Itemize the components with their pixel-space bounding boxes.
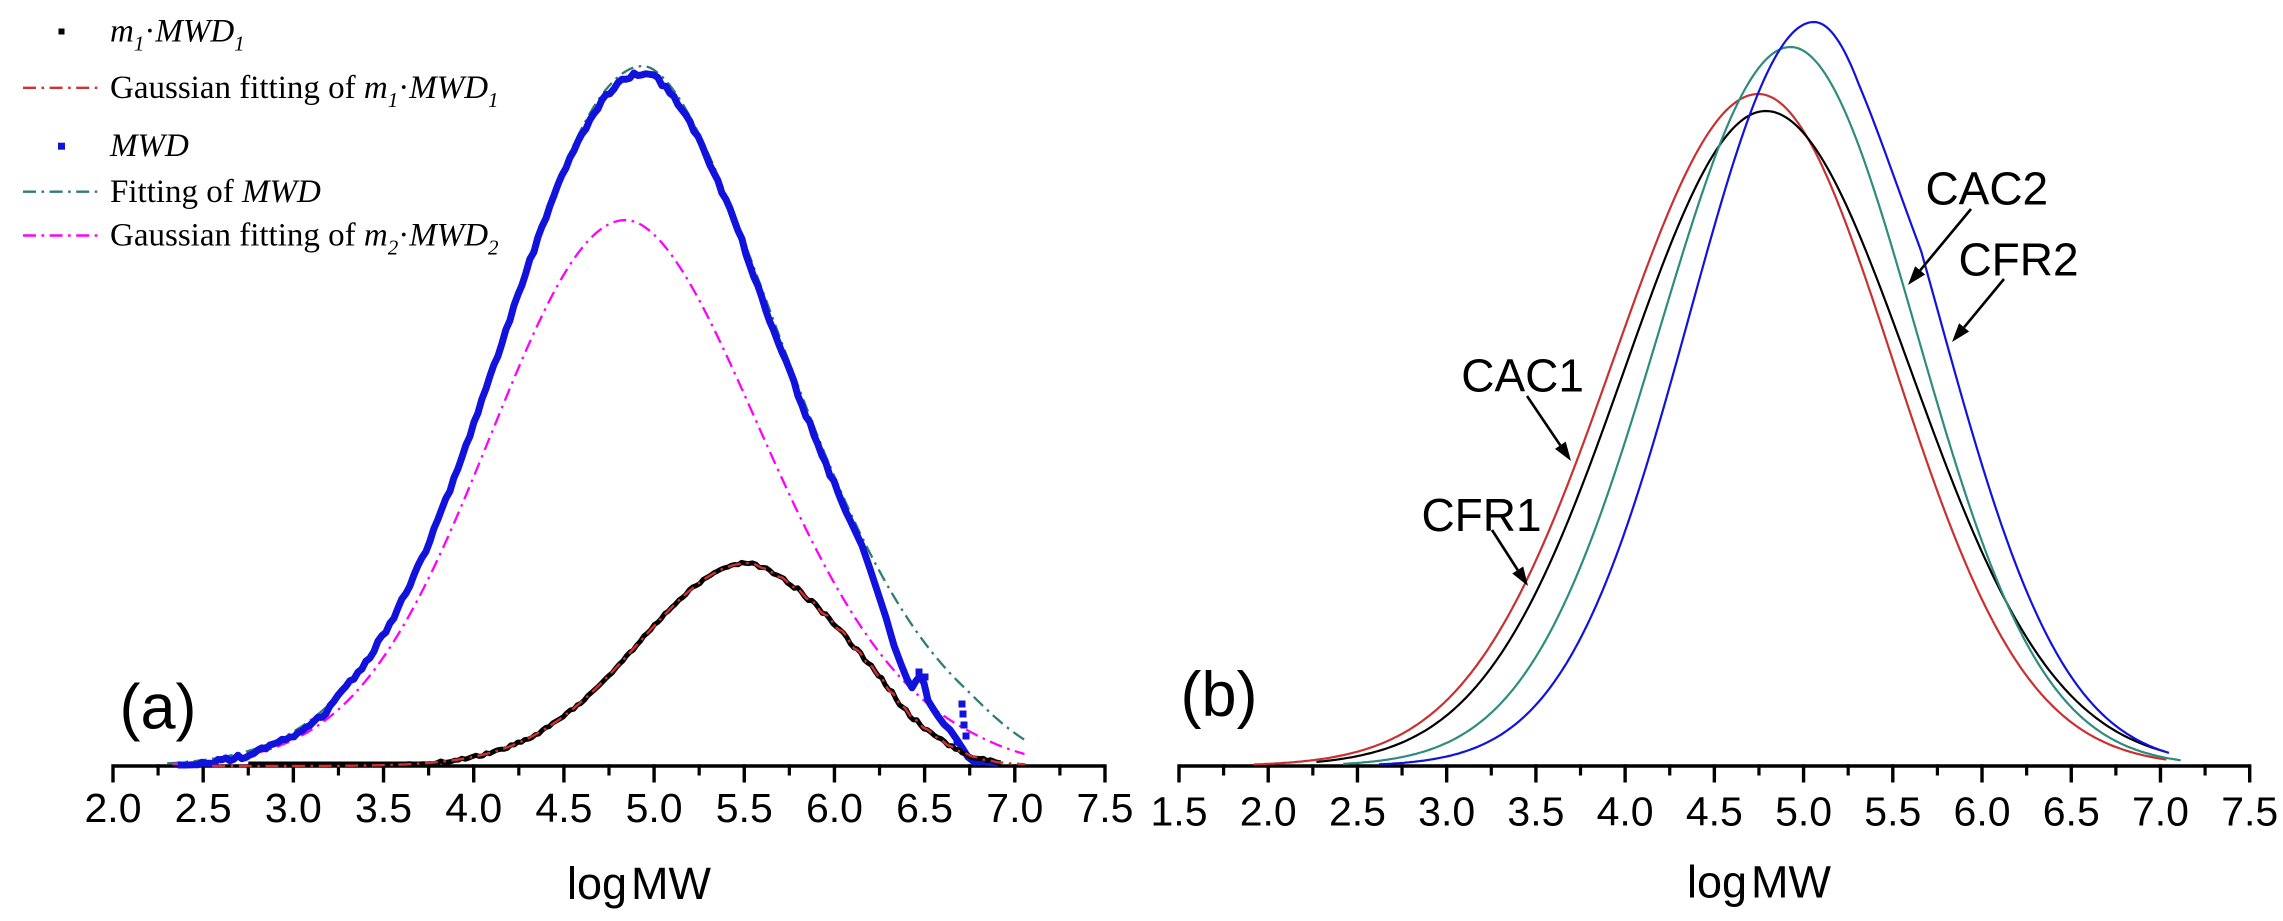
- svg-text:(b): (b): [1181, 660, 1258, 730]
- svg-text:5.0: 5.0: [626, 785, 683, 831]
- svg-text:4.5: 4.5: [1686, 789, 1743, 835]
- svg-text:6.0: 6.0: [1954, 789, 2011, 835]
- svg-text:7.5: 7.5: [1076, 785, 1133, 831]
- svg-text:7.0: 7.0: [2132, 789, 2189, 835]
- svg-text:CAC2: CAC2: [1925, 163, 2048, 215]
- svg-text:4.0: 4.0: [1597, 789, 1654, 835]
- svg-text:CFR1: CFR1: [1421, 489, 1541, 541]
- svg-text:4.5: 4.5: [535, 785, 592, 831]
- svg-text:Fitting of MWD: Fitting of MWD: [110, 174, 321, 210]
- svg-text:2.5: 2.5: [1329, 789, 1386, 835]
- svg-text:2.5: 2.5: [175, 785, 232, 831]
- svg-text:7.5: 7.5: [2221, 789, 2278, 835]
- svg-text:MWD: MWD: [109, 128, 189, 164]
- svg-text:6.5: 6.5: [896, 785, 953, 831]
- svg-text:6.0: 6.0: [806, 785, 863, 831]
- svg-text:4.0: 4.0: [445, 785, 502, 831]
- svg-text:Gaussian fitting of m1·MWD1: Gaussian fitting of m1·MWD1: [110, 70, 499, 112]
- svg-text:7.0: 7.0: [986, 785, 1043, 831]
- svg-text:m1·MWD1: m1·MWD1: [110, 13, 245, 55]
- svg-text:6.5: 6.5: [2043, 789, 2100, 835]
- svg-text:1.5: 1.5: [1151, 789, 1208, 835]
- svg-text:5.5: 5.5: [716, 785, 773, 831]
- svg-text:logMW: logMW: [567, 858, 712, 909]
- svg-text:CFR2: CFR2: [1958, 233, 2078, 285]
- svg-text:5.5: 5.5: [1864, 789, 1921, 835]
- svg-text:2.0: 2.0: [85, 785, 142, 831]
- svg-text:Gaussian fitting of m2·MWD2: Gaussian fitting of m2·MWD2: [110, 218, 499, 260]
- svg-text:logMW: logMW: [1687, 857, 1832, 908]
- svg-text:3.5: 3.5: [355, 785, 412, 831]
- svg-text:3.0: 3.0: [265, 785, 322, 831]
- svg-text:3.0: 3.0: [1418, 789, 1475, 835]
- svg-text:2.0: 2.0: [1240, 789, 1297, 835]
- svg-text:CAC1: CAC1: [1461, 350, 1584, 402]
- svg-text:(a): (a): [120, 673, 197, 743]
- svg-text:5.0: 5.0: [1775, 789, 1832, 835]
- svg-text:3.5: 3.5: [1507, 789, 1564, 835]
